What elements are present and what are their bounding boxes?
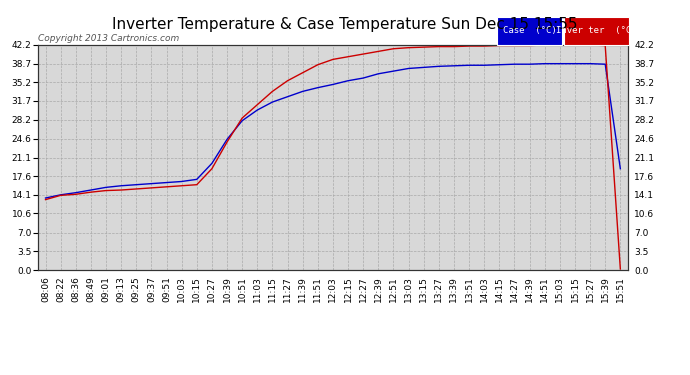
Text: Inver ter  (°C): Inver ter (°C) — [556, 26, 637, 36]
Text: Copyright 2013 Cartronics.com: Copyright 2013 Cartronics.com — [38, 34, 179, 43]
Text: Inverter Temperature & Case Temperature Sun Dec 15 15:55: Inverter Temperature & Case Temperature … — [112, 17, 578, 32]
Text: Case  (°C): Case (°C) — [503, 26, 556, 36]
